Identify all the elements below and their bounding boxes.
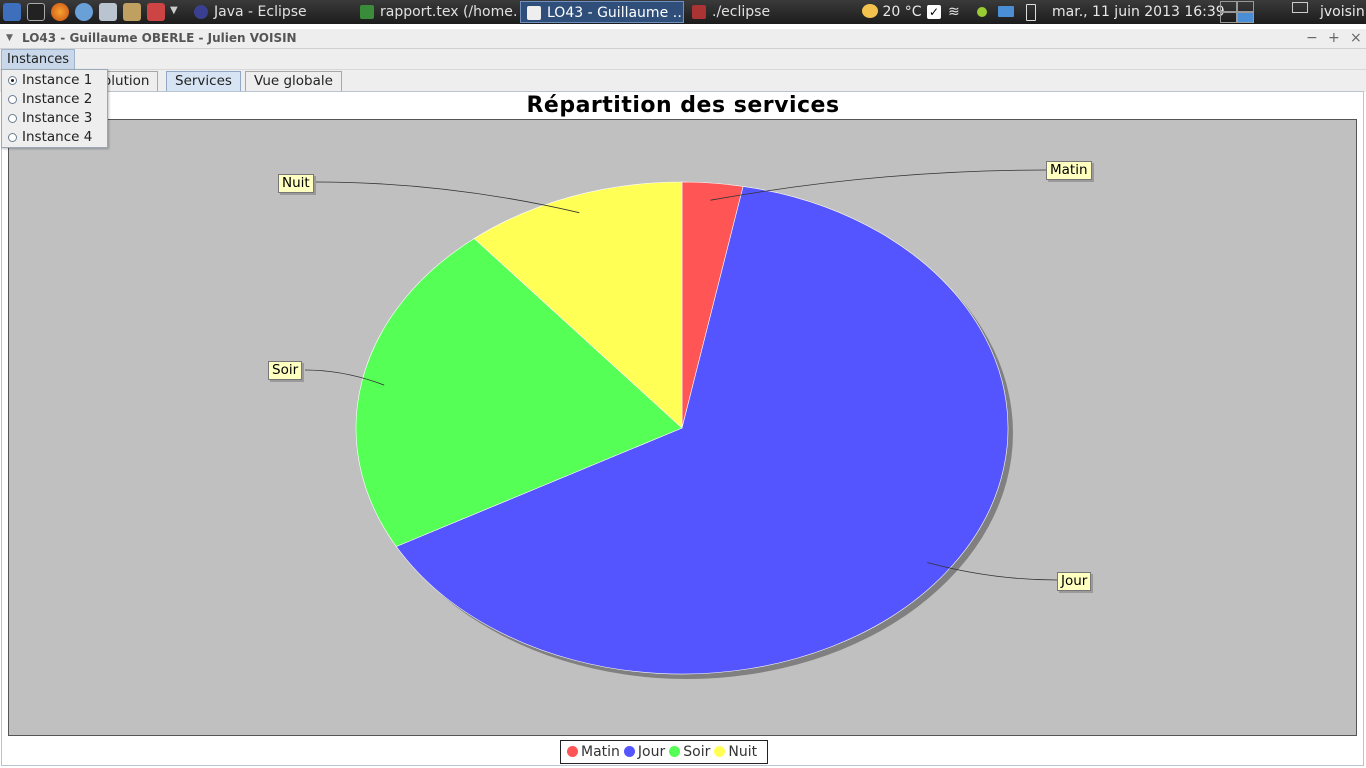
- start-menu-icon[interactable]: [3, 3, 21, 21]
- tab-evolution[interactable]: olution: [94, 71, 159, 92]
- task-eclipse[interactable]: Java - Eclipse: [188, 1, 352, 23]
- firefox-icon[interactable]: [51, 3, 69, 21]
- pie-slice-soir: [355, 238, 683, 547]
- window-titlebar[interactable]: ▼ LO43 - Guillaume OBERLE - Julien VOISI…: [0, 29, 1366, 49]
- checkbox-tray-icon[interactable]: ✓: [927, 5, 941, 19]
- pie-label-soir: Soir: [268, 361, 303, 380]
- radio-icon: [8, 76, 17, 85]
- terminal-icon[interactable]: [27, 3, 45, 21]
- user-menu[interactable]: jvoisin: [1320, 0, 1365, 24]
- tab-vue-globale-label: Vue globale: [254, 73, 333, 89]
- instance-label: Instance 1: [22, 72, 93, 88]
- tab-services-label: Services: [175, 73, 232, 89]
- workspace-3[interactable]: [1220, 12, 1237, 23]
- weather-temp: 20 °C: [882, 4, 922, 20]
- wifi-icon[interactable]: ≋: [948, 4, 960, 20]
- pie-slice-jour: [395, 186, 1009, 675]
- task-label: rapport.tex (/home…: [380, 4, 518, 20]
- legend-swatch-icon: [669, 746, 681, 757]
- task-rapport[interactable]: rapport.tex (/home…: [354, 1, 518, 23]
- chart-legend: Matin Jour Soir Nuit: [560, 740, 769, 764]
- instance-menu-item-2[interactable]: Instance 2: [2, 90, 107, 109]
- pie-label-nuit: Nuit: [278, 174, 314, 193]
- chart-title: Répartition des services: [526, 93, 840, 118]
- leader-line-matin: [710, 169, 1047, 201]
- pie-slice-nuit: [473, 181, 683, 429]
- task-label: ./eclipse: [712, 4, 771, 20]
- legend-swatch-icon: [567, 746, 578, 757]
- workspace-switcher[interactable]: [1220, 1, 1254, 23]
- terminal-window-icon: [692, 5, 706, 19]
- file-manager-icon[interactable]: [99, 3, 117, 21]
- legend-label: Matin: [581, 744, 620, 760]
- legend-item-nuit: Nuit: [714, 744, 757, 760]
- legend-item-soir: Soir: [669, 744, 710, 760]
- legend-item-jour: Jour: [623, 744, 666, 760]
- legend-label: Jour: [637, 744, 666, 760]
- launcher-dropdown-icon[interactable]: ▼: [170, 5, 178, 16]
- weather-widget[interactable]: 20 °C: [862, 0, 922, 24]
- user-name: jvoisin: [1320, 4, 1365, 20]
- workspace-2[interactable]: [1237, 1, 1254, 12]
- instance-label: Instance 3: [22, 110, 93, 126]
- instances-dropdown: Instance 1 Instance 2 Instance 3 Instance 4: [1, 69, 108, 148]
- instance-menu-item-3[interactable]: Instance 3: [2, 109, 107, 128]
- radio-icon: [8, 133, 17, 142]
- tools-icon[interactable]: [147, 3, 165, 21]
- task-lo43[interactable]: LO43 - Guillaume …: [520, 1, 684, 23]
- task-label: LO43 - Guillaume …: [547, 5, 684, 21]
- task-label: Java - Eclipse: [214, 4, 307, 20]
- maximize-button[interactable]: +: [1328, 30, 1340, 46]
- minimize-button[interactable]: −: [1306, 30, 1318, 46]
- pie-label-matin: Matin: [1046, 161, 1092, 180]
- clock-label: mar., 11 juin 2013 16:39: [1052, 4, 1225, 20]
- task-eclipse-terminal[interactable]: ./eclipse: [686, 1, 850, 23]
- mail-icon[interactable]: [998, 6, 1014, 17]
- window-menu-icon[interactable]: ▼: [6, 33, 13, 43]
- legend-swatch-icon: [714, 746, 726, 757]
- leader-line-nuit: [315, 181, 580, 214]
- workspace-1[interactable]: [1220, 1, 1237, 12]
- java-app-icon: [527, 6, 541, 20]
- instance-label: Instance 2: [22, 91, 93, 107]
- network-icon[interactable]: [75, 3, 93, 21]
- radio-icon: [8, 114, 17, 123]
- tab-vue-globale[interactable]: Vue globale: [245, 71, 342, 92]
- leader-line-jour: [927, 562, 1058, 581]
- desktop-top-panel: ▼ Java - Eclipse rapport.tex (/home… LO4…: [0, 0, 1366, 24]
- tab-row: olution Services Vue globale: [0, 70, 1366, 92]
- legend-item-matin: Matin: [567, 744, 620, 760]
- show-desktop-icon[interactable]: [1292, 2, 1308, 13]
- legend-label: Soir: [683, 744, 711, 760]
- clock[interactable]: mar., 11 juin 2013 16:39: [1052, 0, 1225, 24]
- pie-label-jour: Jour: [1057, 572, 1092, 591]
- settings-tools-icon[interactable]: [123, 3, 141, 21]
- instance-menu-item-4[interactable]: Instance 4: [2, 128, 107, 147]
- leader-line-soir: [304, 369, 385, 386]
- legend-swatch-icon: [623, 746, 635, 757]
- eclipse-icon: [194, 5, 208, 19]
- status-dot-icon[interactable]: [977, 7, 987, 17]
- instance-label: Instance 4: [22, 129, 93, 145]
- legend-label: Nuit: [728, 744, 758, 760]
- window-title: LO43 - Guillaume OBERLE - Julien VOISIN: [22, 31, 297, 45]
- tab-evolution-label: olution: [103, 73, 150, 89]
- instance-menu-item-1[interactable]: Instance 1: [2, 71, 107, 90]
- workspace-4[interactable]: [1237, 12, 1254, 23]
- gummi-icon: [360, 5, 374, 19]
- weather-icon: [862, 4, 878, 18]
- close-button[interactable]: ×: [1350, 30, 1362, 46]
- radio-icon: [8, 95, 17, 104]
- battery-icon[interactable]: [1026, 4, 1036, 21]
